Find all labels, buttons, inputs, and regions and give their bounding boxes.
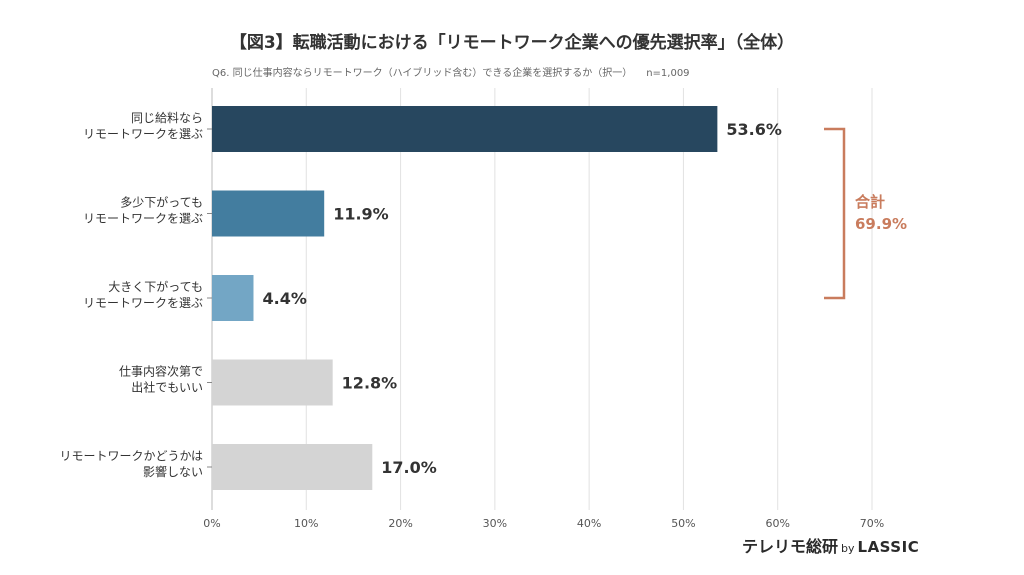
x-tick-label: 70% [860,517,884,530]
bar [212,275,254,321]
category-label-line: リモートワークを選ぶ [83,127,203,141]
category-label-line: 影響しない [143,464,203,479]
total-value: 69.9% [855,215,907,233]
value-label: 4.4% [262,289,306,308]
bar [212,190,325,237]
x-tick-label: 60% [765,517,789,530]
total-label: 合計 [854,193,885,211]
x-tick-label: 40% [577,517,601,530]
category-label-line: 出社でもいい [131,380,203,395]
value-label: 12.8% [342,374,398,393]
brand-company: LASSIC [857,538,920,556]
total-bracket [824,127,846,300]
value-label: 17.0% [381,458,437,477]
chart-title: 【図3】転職活動における「リモートワーク企業への優先選択率」（全体） [229,33,795,53]
category-label: 仕事内容次第で出社でもいい [119,364,203,395]
value-label: 11.9% [333,205,389,224]
brand-name: テレリモ総研 [742,537,839,556]
x-tick-label: 0% [203,517,220,530]
category-label-line: 大きく下がっても [108,279,203,294]
brand-logo: テレリモ総研 by LASSIC [742,533,919,557]
category-label: 同じ給料ならリモートワークを選ぶ [83,111,203,141]
x-tick-label: 10% [294,517,318,530]
category-label: 多少下がってもリモートワークを選ぶ [83,195,203,226]
x-tick-label: 20% [388,517,412,530]
category-label-line: 多少下がっても [120,195,203,210]
category-label-line: リモートワークを選ぶ [83,212,203,226]
sample-size: n=1,009 [646,68,690,79]
category-label-line: リモートワークかどうかは [59,449,203,463]
bar [212,106,718,152]
x-tick-label: 30% [483,517,507,530]
category-label-line: リモートワークを選ぶ [83,296,203,310]
category-label-line: 仕事内容次第で [119,364,203,379]
x-tick-label: 50% [671,517,695,530]
bar [212,444,373,490]
value-label: 53.6% [726,120,782,139]
category-label: リモートワークかどうかは影響しない [59,449,203,479]
brand-by: by [841,542,855,555]
question-text: Q6. 同じ仕事内容ならリモートワーク（ハイブリッド含む）できる企業を選択するか… [212,68,633,79]
category-label-line: 同じ給料なら [131,111,203,125]
bar [212,359,333,406]
category-label: 大きく下がってもリモートワークを選ぶ [83,279,203,310]
chart-subtitle: Q6. 同じ仕事内容ならリモートワーク（ハイブリッド含む）できる企業を選択するか… [212,64,772,79]
